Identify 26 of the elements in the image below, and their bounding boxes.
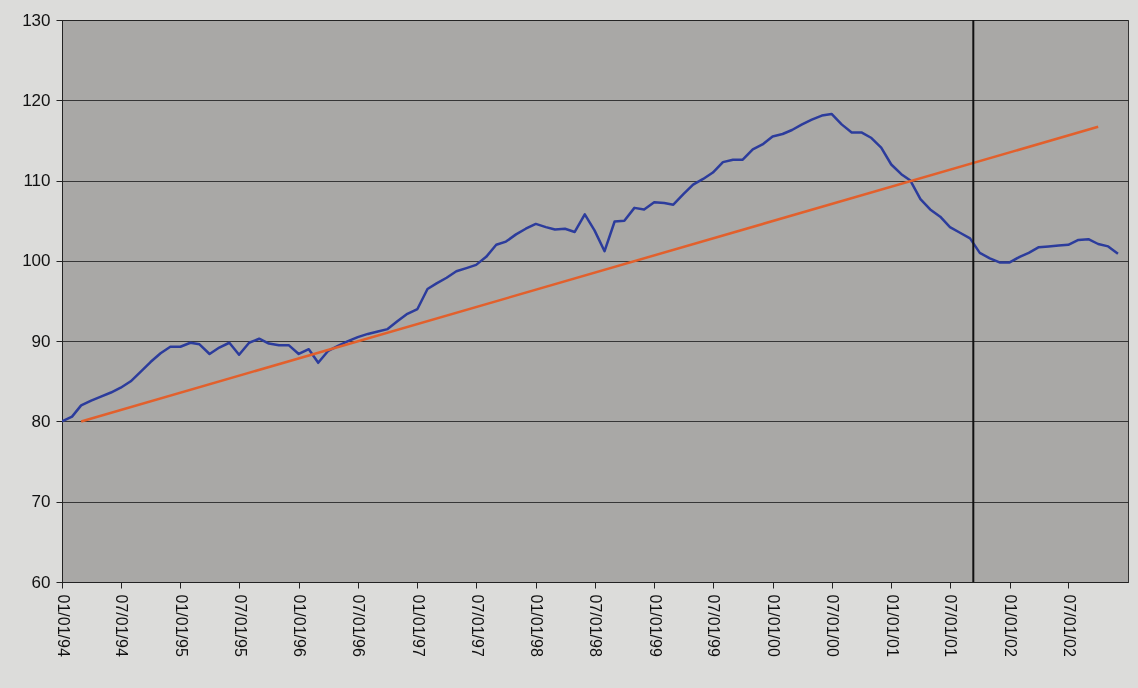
y-tick-label: 90 <box>31 331 51 351</box>
y-tick-label: 130 <box>22 10 51 30</box>
x-tick-label: 01/01/00 <box>765 594 783 657</box>
x-tick-label: 07/01/00 <box>824 594 842 657</box>
x-tick-label: 07/01/01 <box>942 594 960 657</box>
y-tick-label: 80 <box>31 411 51 431</box>
x-tick-label: 07/01/95 <box>231 594 249 657</box>
x-tick-label: 01/01/97 <box>409 594 427 657</box>
x-tick-label: 07/01/97 <box>468 594 486 657</box>
x-tick-label: 07/01/96 <box>350 594 368 657</box>
x-tick-label: 01/01/02 <box>1002 594 1020 657</box>
y-tick-label: 120 <box>22 90 51 110</box>
y-tick-label: 100 <box>22 251 51 271</box>
y-tick-label: 110 <box>23 171 51 191</box>
y-tick-label: 60 <box>31 572 51 592</box>
y-tick-label: 70 <box>31 492 51 512</box>
x-tick-label: 01/01/99 <box>646 594 664 657</box>
x-tick-label: 01/01/96 <box>291 594 309 657</box>
x-tick-label: 01/01/94 <box>54 594 72 657</box>
x-tick-label: 01/01/95 <box>172 594 190 657</box>
x-tick-label: 07/01/99 <box>705 594 723 657</box>
x-tick-label: 01/01/01 <box>883 594 901 657</box>
x-tick-label: 07/01/02 <box>1060 594 1078 657</box>
x-tick-label: 07/01/98 <box>587 594 605 657</box>
x-tick-label: 01/01/98 <box>528 594 546 657</box>
x-tick-label: 07/01/94 <box>113 594 131 657</box>
